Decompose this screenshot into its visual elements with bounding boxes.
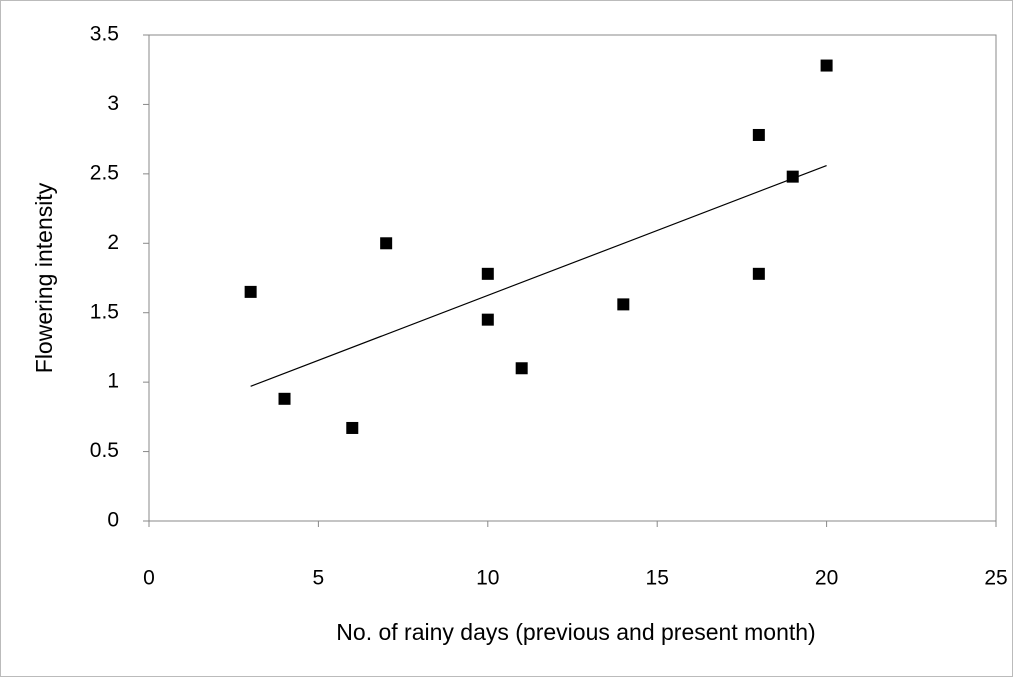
plot-area [148,34,997,522]
scatter-point [752,267,765,280]
y-tick-label: 3 [107,92,119,115]
scatter-point [380,237,393,250]
x-tick-label: 0 [143,567,155,590]
x-tick-label: 20 [815,567,838,590]
x-tick-label: 10 [476,567,499,590]
scatter-point [752,128,765,141]
x-axis-label: No. of rainy days (previous and present … [336,619,815,645]
y-tick-label: 2 [107,231,119,254]
y-tick-label: 1.5 [90,300,119,323]
scatter-point [820,59,833,72]
scatter-point [244,285,257,298]
y-tick-label: 0 [107,509,119,532]
y-tick-label: 2.5 [90,161,119,184]
scatter-point [786,170,799,183]
scatter-point [481,313,494,326]
y-tick-label: 1 [107,370,119,393]
trendline [250,164,827,387]
x-tick-label: 5 [313,567,325,590]
y-tick-label: 3.5 [90,23,119,46]
scatter-point [346,421,359,434]
y-tick-label: 0.5 [90,439,119,462]
x-tick-label: 15 [646,567,669,590]
scatter-point [278,392,291,405]
scatter-point [617,298,630,311]
scatter-point [515,362,528,375]
y-axis-label: Flowering intensity [31,182,57,373]
scatter-point [481,267,494,280]
x-tick-label: 25 [984,567,1007,590]
